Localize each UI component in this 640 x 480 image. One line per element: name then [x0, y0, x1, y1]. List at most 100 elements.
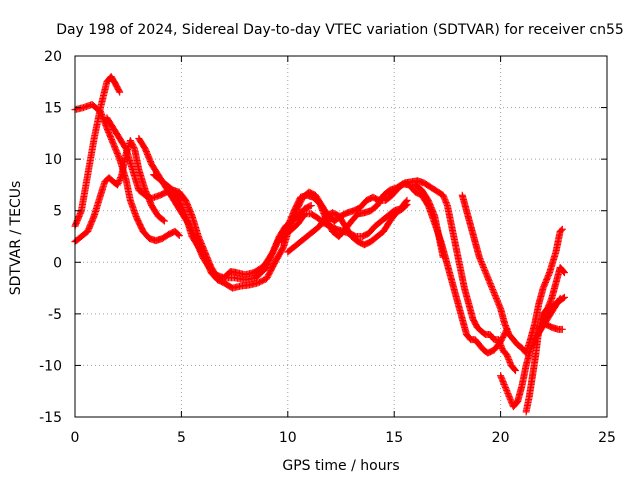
data-point	[307, 202, 315, 210]
data-point	[560, 269, 568, 277]
y-tick-label: -5	[48, 307, 62, 323]
data-point	[439, 191, 447, 199]
data-point	[478, 260, 486, 268]
data-point	[477, 256, 485, 264]
data-point	[501, 382, 509, 390]
data-point	[539, 315, 547, 323]
data-point	[507, 397, 515, 405]
data-point	[442, 197, 450, 205]
data-point	[493, 296, 501, 304]
data-point	[476, 255, 484, 263]
data-point	[117, 174, 125, 182]
data-point	[115, 177, 123, 185]
data-point	[441, 196, 449, 204]
data-point	[541, 311, 549, 319]
x-tick-label: 0	[71, 430, 80, 446]
data-point	[479, 262, 487, 270]
y-tick-label: -10	[39, 358, 62, 374]
series-track-9	[411, 181, 447, 261]
plot-frame	[74, 55, 608, 418]
data-point	[481, 266, 489, 274]
data-point	[526, 346, 534, 354]
data-point	[557, 226, 565, 234]
data-point	[542, 309, 550, 317]
data-point	[503, 386, 511, 394]
data-point	[501, 322, 509, 330]
data-series	[71, 73, 568, 416]
data-point	[546, 299, 554, 307]
y-tick-label: 15	[44, 101, 62, 117]
data-point	[115, 178, 123, 186]
series-track-14	[539, 263, 568, 323]
data-point	[505, 391, 513, 399]
data-point	[402, 202, 410, 210]
data-point	[487, 283, 495, 291]
data-point	[483, 272, 491, 280]
data-point	[497, 372, 505, 380]
data-point	[486, 278, 494, 286]
data-point	[558, 225, 566, 233]
data-point	[505, 392, 513, 400]
data-point	[502, 323, 510, 331]
data-point	[542, 308, 550, 316]
data-point	[491, 290, 499, 298]
data-point	[540, 314, 548, 322]
data-point	[505, 356, 513, 364]
data-point	[489, 286, 497, 294]
data-point	[114, 181, 122, 189]
data-point	[486, 280, 494, 288]
data-point	[160, 217, 168, 225]
data-point	[483, 271, 491, 279]
data-point	[492, 294, 500, 302]
data-point	[511, 366, 519, 374]
y-tick-labels: -15 -10 -5 0 5 10 15 20	[39, 49, 62, 426]
y-tick-label: 0	[53, 255, 62, 271]
data-point	[503, 325, 511, 333]
data-point	[489, 287, 497, 295]
series-track-10	[458, 191, 566, 357]
chart-title: Day 198 of 2024, Sidereal Day-to-day VTE…	[56, 22, 624, 38]
series-track-13	[535, 320, 566, 333]
y-tick-label: 5	[53, 204, 62, 220]
data-point	[543, 306, 551, 314]
data-point	[502, 385, 510, 393]
data-point	[443, 200, 451, 208]
data-point	[560, 268, 568, 276]
data-point	[498, 376, 506, 384]
data-point	[540, 312, 548, 320]
data-point	[506, 358, 514, 366]
data-point	[484, 275, 492, 283]
data-point	[503, 388, 511, 396]
data-point	[481, 268, 489, 276]
x-tick-label: 25	[598, 430, 616, 446]
data-point	[440, 194, 448, 202]
data-point	[544, 303, 552, 311]
data-point	[499, 378, 507, 386]
data-point	[492, 293, 500, 301]
data-point	[506, 395, 514, 403]
y-tick-label: 10	[44, 152, 62, 168]
data-point	[490, 288, 498, 296]
data-point	[500, 379, 508, 387]
data-point	[511, 367, 519, 375]
data-point	[116, 88, 124, 96]
series-track-4	[103, 114, 315, 284]
data-point	[159, 216, 167, 224]
data-point	[495, 300, 503, 308]
series-track-8	[284, 201, 411, 256]
data-point	[500, 381, 508, 389]
grid-lines	[75, 56, 607, 417]
data-point	[494, 297, 502, 305]
data-point	[503, 351, 511, 359]
y-tick-label: -15	[39, 410, 62, 426]
data-point	[477, 258, 485, 266]
data-point	[504, 353, 512, 361]
y-tick-label: 20	[44, 49, 62, 65]
data-point	[478, 259, 486, 267]
x-tick-label: 10	[279, 430, 297, 446]
x-axis-label: GPS time / hours	[282, 458, 399, 474]
data-point	[560, 293, 568, 301]
data-point	[498, 375, 506, 383]
y-axis-label: SDTVAR / TECUs	[8, 181, 24, 296]
